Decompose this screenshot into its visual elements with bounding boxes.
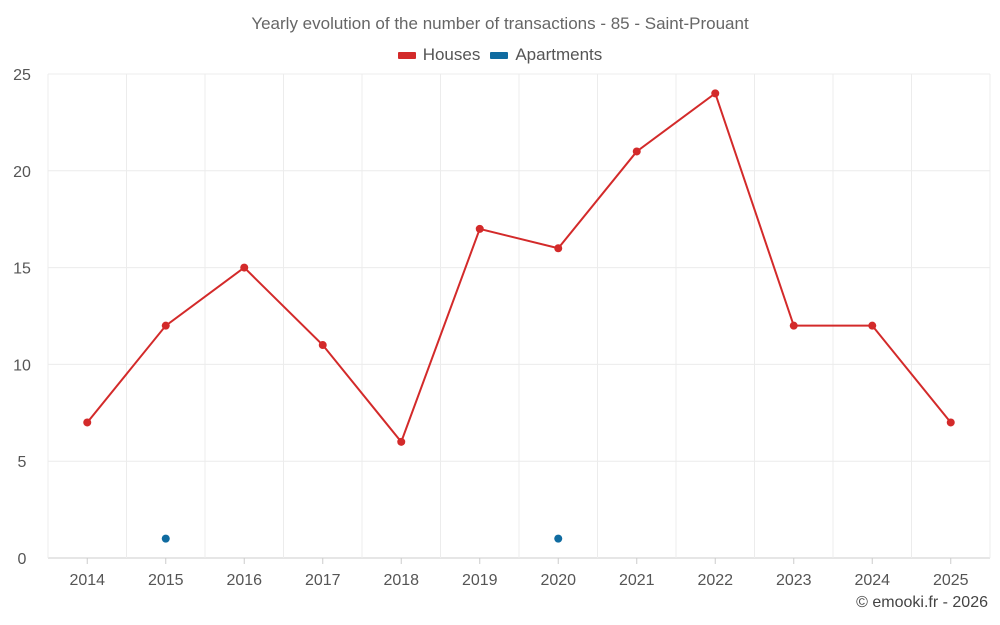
legend-swatch-houses	[397, 51, 416, 59]
x-tick-label: 2022	[697, 572, 733, 589]
data-point-houses	[83, 418, 92, 427]
x-tick-label: 2025	[933, 572, 969, 589]
data-point-houses	[632, 147, 641, 156]
legend-swatch-apartments	[490, 51, 509, 59]
x-tick-label: 2015	[148, 572, 184, 589]
x-tick-label: 2021	[619, 572, 655, 589]
y-tick-label: 25	[13, 67, 31, 84]
y-tick-label: 5	[18, 454, 27, 471]
x-tick-label: 2020	[540, 572, 576, 589]
data-point-apartments	[161, 534, 170, 543]
data-point-houses	[946, 418, 955, 427]
y-tick-label: 10	[13, 357, 31, 374]
y-tick-label: 20	[13, 164, 31, 181]
x-tick-label: 2019	[462, 572, 498, 589]
data-point-houses	[161, 321, 170, 330]
legend: Houses Apartments	[0, 45, 1000, 65]
x-tick-label: 2024	[854, 572, 890, 589]
legend-item-houses[interactable]: Houses	[397, 45, 481, 65]
data-point-houses	[475, 224, 484, 233]
x-tick-label: 2017	[305, 572, 341, 589]
data-point-houses	[868, 321, 877, 330]
data-point-houses	[711, 89, 720, 98]
series-line-houses	[86, 91, 952, 444]
y-tick-label: 15	[13, 261, 31, 278]
x-tick-label: 2023	[776, 572, 812, 589]
data-point-houses	[789, 321, 798, 330]
data-point-apartments	[554, 534, 563, 543]
legend-label-apartments: Apartments	[515, 45, 603, 64]
legend-item-apartments[interactable]: Apartments	[490, 45, 602, 65]
y-tick-label: 0	[18, 551, 27, 568]
data-point-houses	[554, 244, 563, 253]
data-point-houses	[318, 341, 327, 350]
data-point-houses	[397, 437, 406, 446]
x-tick-label: 2018	[383, 572, 419, 589]
legend-label-houses: Houses	[422, 45, 481, 64]
x-tick-label: 2014	[69, 572, 105, 589]
x-tick-label: 2016	[226, 572, 262, 589]
chart-title: Yearly evolution of the number of transa…	[251, 14, 749, 33]
credit-text: © emooki.fr - 2026	[856, 594, 988, 611]
data-point-houses	[240, 263, 249, 272]
